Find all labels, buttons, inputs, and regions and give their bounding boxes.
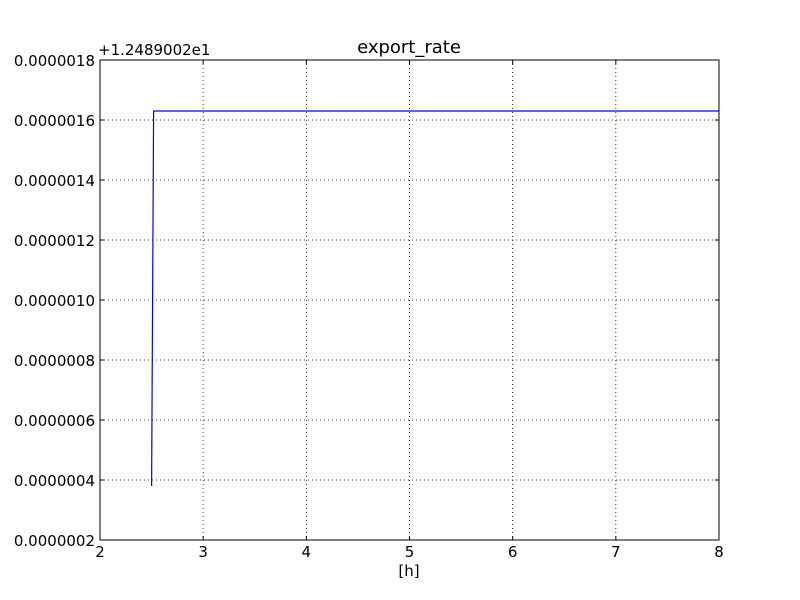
y-tick-label: 0.0000010 [14,292,95,310]
x-tick-label: 4 [302,543,312,561]
x-tick-label: 2 [95,543,105,561]
x-tick-label: 7 [611,543,621,561]
x-axis: 2 3 4 5 6 7 8 [95,60,724,561]
y-tick-label: 0.0000012 [14,232,95,250]
x-tick-label: 3 [198,543,208,561]
series-group [151,110,719,487]
y-tick-label: 0.0000018 [14,52,95,70]
y-tick-label: 0.0000014 [14,172,95,190]
y-axis: 0.0000002 0.0000004 0.0000006 0.0000008 0.00… [14,52,719,550]
y-tick-label: 0.0000006 [14,412,95,430]
y-tick-label: 0.0000008 [14,352,95,370]
series-line [151,110,719,487]
chart-title: export_rate [357,37,461,58]
y-tick-label: 0.0000002 [14,532,95,550]
x-axis-label: [h] [398,562,419,580]
y-tick-label: 0.0000004 [14,472,95,490]
x-tick-label: 6 [508,543,518,561]
x-tick-label: 5 [405,543,415,561]
y-tick-label: 0.0000016 [14,112,95,130]
grid-lines [100,60,719,540]
y-offset-label: +1.2489002e1 [98,41,210,59]
x-tick-label: 8 [714,543,724,561]
